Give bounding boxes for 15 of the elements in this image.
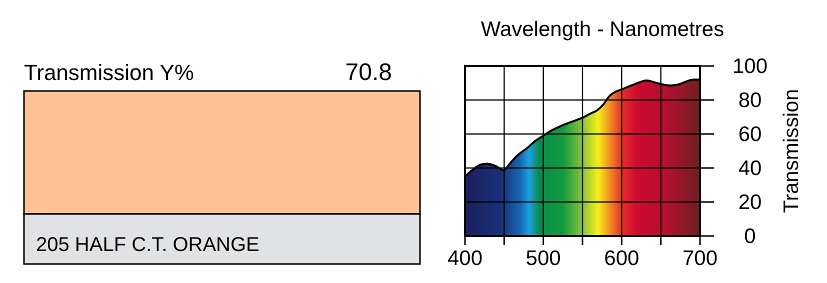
chart-title: Wavelength - Nanometres (480, 18, 724, 41)
text: Transmission Y% (24, 60, 194, 85)
x-tick-label: 700 (682, 247, 718, 270)
y-tick-label: 60 (738, 123, 762, 146)
y-tick-label: 80 (738, 89, 762, 112)
y-tick-label: 100 (732, 55, 768, 78)
y-tick-label: 20 (738, 191, 762, 214)
text: 205 HALF C.T. ORANGE (36, 234, 260, 256)
text: 70.8 (345, 59, 392, 86)
x-tick-label: 400 (447, 247, 483, 270)
y-tick-label: 40 (738, 157, 762, 180)
x-tick-label: 500 (526, 247, 561, 270)
y-axis-title: Transmission (780, 88, 803, 214)
x-tick-label: 600 (604, 247, 640, 270)
y-tick-label: 0 (744, 225, 756, 248)
